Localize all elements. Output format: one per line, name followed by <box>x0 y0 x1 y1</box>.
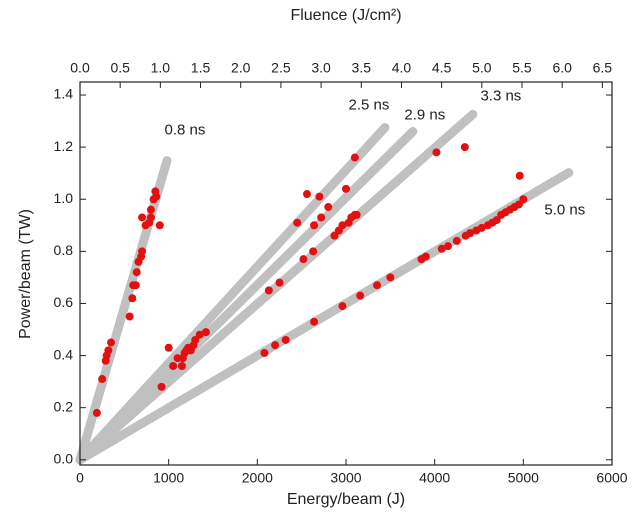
point <box>191 335 200 344</box>
point <box>492 216 501 225</box>
x2-tick-label: 0.5 <box>110 60 130 76</box>
point <box>330 231 339 240</box>
y-tick-label: 0.0 <box>54 450 74 466</box>
point <box>437 244 446 253</box>
y-tick-label: 1.0 <box>54 190 74 206</box>
point <box>519 195 528 204</box>
y-tick-label: 0.8 <box>54 242 74 258</box>
point <box>275 278 284 287</box>
point <box>195 330 204 339</box>
point <box>338 221 347 230</box>
point <box>309 247 318 256</box>
point <box>432 148 441 157</box>
point <box>125 312 134 321</box>
point <box>310 317 319 326</box>
point <box>324 203 333 212</box>
x-tick-label: 6000 <box>596 470 627 486</box>
point <box>201 328 210 337</box>
point <box>104 346 113 355</box>
point <box>271 341 280 350</box>
x-tick-label: 5000 <box>508 470 539 486</box>
point <box>138 247 147 256</box>
x-tick-label: 1000 <box>153 470 184 486</box>
x-tick-label: 3000 <box>330 470 361 486</box>
point <box>131 281 140 290</box>
point <box>443 242 452 251</box>
x-tick-label: 4000 <box>419 470 450 486</box>
y-tick-label: 0.6 <box>54 294 74 310</box>
point <box>98 375 107 384</box>
point <box>338 302 347 311</box>
point <box>164 343 173 352</box>
x2-tick-label: 1.5 <box>191 60 211 76</box>
y-axis-title: Power/beam (TW) <box>17 209 34 339</box>
x2-tick-label: 6.0 <box>552 60 572 76</box>
x-tick-label: 2000 <box>242 470 273 486</box>
x2-tick-label: 2.0 <box>231 60 251 76</box>
x2-tick-label: 5.5 <box>512 60 532 76</box>
line-label: 5.0 ns <box>544 202 585 219</box>
point <box>152 192 161 201</box>
point <box>421 252 430 261</box>
point <box>169 361 178 370</box>
point <box>92 408 101 417</box>
point <box>342 184 350 193</box>
line-label: 3.3 ns <box>480 87 521 104</box>
point <box>466 229 475 238</box>
point <box>293 218 302 227</box>
point <box>132 268 141 277</box>
y-tick-label: 0.4 <box>54 346 74 362</box>
point <box>452 236 461 245</box>
point <box>514 200 523 209</box>
x2-tick-label: 3.0 <box>311 60 331 76</box>
point <box>155 221 164 230</box>
fit-line <box>75 109 478 465</box>
point <box>310 221 319 230</box>
x-axis-title: Energy/beam (J) <box>287 491 405 508</box>
x2-tick-label: 1.0 <box>151 60 171 76</box>
x2-tick-label: 2.5 <box>271 60 291 76</box>
point <box>302 190 311 199</box>
point <box>299 255 308 264</box>
point <box>107 338 116 347</box>
x2-tick-label: 0.0 <box>70 60 90 76</box>
point <box>317 213 326 222</box>
point <box>386 273 395 282</box>
y-tick-label: 1.4 <box>54 86 74 102</box>
point <box>352 210 361 219</box>
point <box>128 294 137 303</box>
point <box>177 361 186 370</box>
x-tick-label: 0 <box>76 470 84 486</box>
y-tick-label: 1.2 <box>54 138 74 154</box>
point <box>281 335 290 344</box>
fit-line <box>75 168 574 465</box>
point <box>373 281 382 290</box>
x2-tick-label: 4.0 <box>392 60 412 76</box>
x2-tick-label: 6.5 <box>593 60 613 76</box>
point <box>157 382 166 391</box>
line-label: 2.5 ns <box>348 97 389 114</box>
plot-frame <box>79 81 613 466</box>
point <box>315 192 324 201</box>
point <box>460 143 469 152</box>
x2-tick-label: 4.5 <box>432 60 452 76</box>
point <box>356 291 365 300</box>
point <box>515 171 524 180</box>
point <box>477 223 486 232</box>
x2-tick-label: 5.0 <box>472 60 492 76</box>
point <box>350 153 359 162</box>
point <box>138 213 147 222</box>
point <box>264 286 273 295</box>
x2-tick-label: 3.5 <box>352 60 372 76</box>
point <box>260 348 269 357</box>
line-label: 2.9 ns <box>404 106 445 123</box>
y-tick-label: 0.2 <box>54 398 74 414</box>
point <box>146 205 155 214</box>
point <box>146 213 155 222</box>
line-label: 0.8 ns <box>165 122 206 139</box>
x2-axis-title: Fluence (J/cm²) <box>290 7 401 24</box>
